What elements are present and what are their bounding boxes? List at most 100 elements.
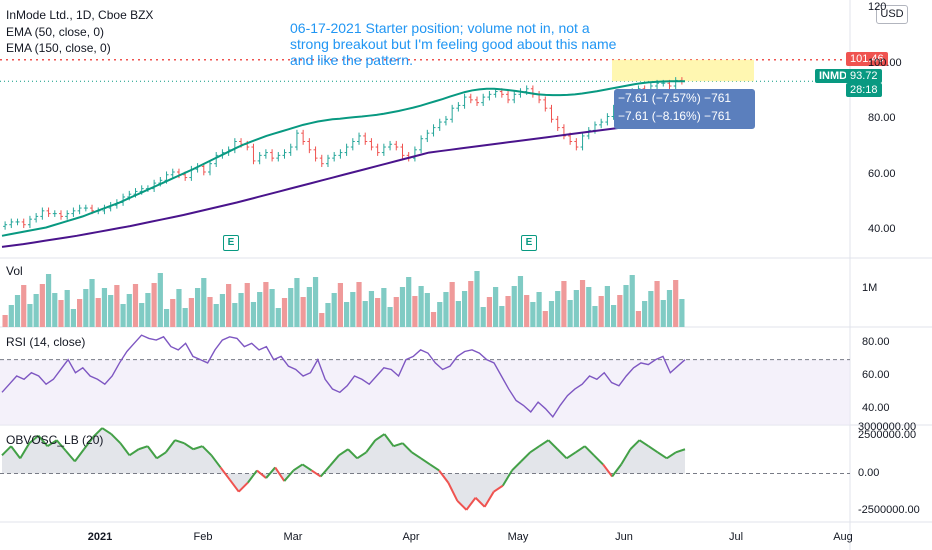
volume-bar [300,297,306,327]
volume-bar [430,312,437,327]
obv-line-segment [329,454,340,467]
volume-bar [617,295,623,327]
obv-line-segment [502,469,513,487]
volume-bar [548,301,555,327]
obv-line-segment [365,439,377,453]
obv-line-segment [429,463,440,472]
volume-bar [499,306,505,327]
volume-bar [89,279,95,327]
volume-bar [232,303,238,327]
obv-line-segment [420,457,431,466]
obv-line-segment [493,484,504,493]
obv-line-segment [465,497,477,511]
obv-line-segment [1,445,12,457]
obv-line-segment [128,448,140,457]
volume-bar [505,296,511,327]
price-axis-tick: 40.00 [868,223,896,236]
obv-pane-title[interactable]: OBVOSC_LB (20) [6,433,104,447]
volume-bar [201,278,207,327]
ema150-legend[interactable]: EMA (150, close, 0) [6,41,111,55]
volume-bar [325,303,331,327]
volume-bar [604,286,610,327]
volume-bar [573,290,579,327]
time-axis-tick: 2021 [87,531,113,543]
volume-bar [64,290,70,327]
volume-bar [592,306,598,327]
volume-bar [474,271,480,327]
obv-line-segment [629,439,641,450]
obv-line-segment [311,469,322,478]
volume-bar [561,281,567,327]
volume-bar [493,287,499,327]
obv-line-segment [657,451,668,460]
volume-bar [95,298,101,327]
obv-line-segment [556,448,568,460]
volume-bar [629,275,635,327]
volume-bar [654,281,660,327]
volume-bar [250,302,257,327]
volume-bar [244,283,250,327]
obv-line-segment [55,439,67,452]
rsi-line [1,334,686,418]
countdown-label: 28:18 [846,83,882,97]
currency-button[interactable]: USD [876,5,908,24]
volume-bar [586,287,592,327]
volume-bar [27,304,33,327]
volume-bar [642,301,648,327]
obv-line-segment [201,445,213,457]
last-price-label: 93.72 [846,69,882,83]
obv-line-segment [520,451,531,463]
volume-bar [188,298,194,327]
volume-bar [132,284,139,327]
volume-bar [33,294,39,327]
volume-bar [281,298,288,327]
rsi-pane-title[interactable]: RSI (14, close) [6,335,86,349]
volume-bar [194,288,201,327]
time-axis-tick: Apr [402,531,420,543]
volume-bar [306,287,312,327]
obv-line-segment [666,451,677,460]
obv-line-segment [356,451,367,460]
obv-line-segment [474,497,486,508]
obv-line-segment [301,463,313,472]
volume-bar [226,284,232,327]
obv-line-segment [456,500,468,511]
volume-bar [579,280,586,327]
volume-bar [468,281,474,327]
price-axis-tick: 120 [868,1,887,14]
obv-line-segment [183,442,194,451]
volume-bar [673,280,679,327]
ema-line-50 [1,80,686,237]
position-zone [612,59,754,82]
volume-bar [449,282,455,327]
stop-price-label: 101.46 [846,52,888,66]
volume-bar [120,304,126,327]
ticker-label: INMD [815,69,851,83]
volume-bar [312,277,319,327]
obv-line-segment [238,481,249,493]
volume-pane-title[interactable]: Vol [6,264,23,278]
symbol-title[interactable]: InMode Ltd., 1D, Cboe BZX [6,8,154,22]
obv-line-segment [593,454,604,466]
obv-line-segment [383,433,395,447]
position-pnl-box[interactable]: −7.61 (−7.57%) −761 −7.61 (−8.16%) −761 [614,89,755,129]
obv-line-segment [338,448,349,457]
volume-bar [139,303,145,327]
volume-bar [21,285,27,327]
obv-line-segment [74,448,85,462]
obv-line-segment [247,469,258,484]
earnings-marker-icon[interactable]: E [223,235,239,251]
ema50-legend[interactable]: EMA (50, close, 0) [6,25,105,39]
volume-bar [101,288,108,327]
obv-line-segment [393,442,404,448]
volume-bar [418,286,424,327]
volume-bar [362,301,368,327]
chart-annotation-text[interactable]: 06-17-2021 Starter position; volume not … [290,20,617,68]
obv-line-segment [210,454,222,469]
time-axis-tick: Mar [283,531,303,543]
earnings-marker-icon[interactable]: E [521,235,537,251]
obv-line-segment [146,445,158,459]
obv-line-segment [611,463,623,478]
time-axis-tick: Jul [728,531,744,543]
